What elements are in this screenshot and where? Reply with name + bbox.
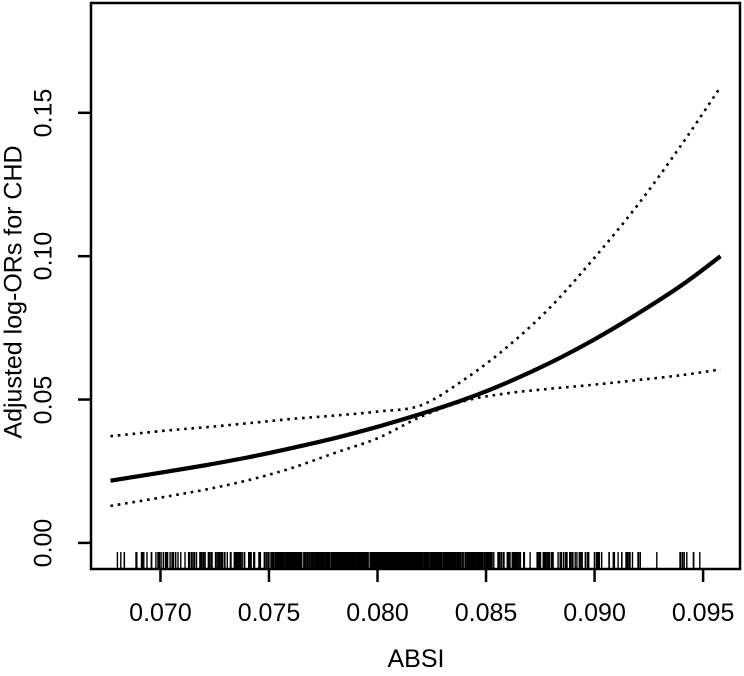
y-tick-label-text: 0.05 (29, 375, 58, 424)
y-tick-label-text: 0.00 (29, 518, 58, 568)
x-tick-label: 0.095 (671, 599, 735, 627)
rug-marks (116, 552, 701, 568)
fitted-curve (110, 254, 722, 483)
axis-ticks (78, 111, 705, 582)
x-tick-label: 0.075 (237, 599, 301, 627)
ci-lower-curve (110, 368, 721, 508)
x-tick-label: 0.080 (346, 599, 409, 627)
ci-upper-curve (110, 86, 722, 438)
x-axis-title: ABSI (387, 645, 445, 673)
y-axis-title-text: Adjusted log-ORs for CHD (0, 145, 28, 439)
x-tick-label: 0.085 (454, 599, 518, 627)
plot-box (89, 1, 742, 571)
y-tick-label-text: 0.10 (29, 231, 58, 281)
y-tick-label-text: 0.15 (29, 88, 58, 138)
x-tick-label: 0.090 (563, 599, 626, 627)
x-tick-label: 0.070 (129, 599, 192, 627)
